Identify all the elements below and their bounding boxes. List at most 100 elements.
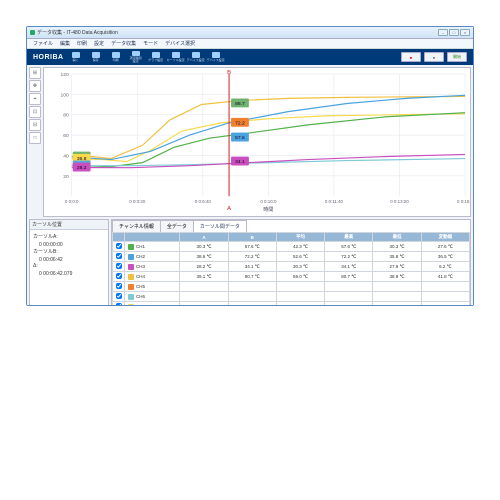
column-header: 最低 (373, 233, 421, 242)
svg-text:0 0:6:40: 0 0:6:40 (195, 199, 212, 204)
data-cell (373, 292, 421, 302)
data-cell: 42.3 ℃ (276, 242, 324, 252)
row-checkbox[interactable] (116, 253, 122, 259)
data-cell (325, 302, 373, 306)
svg-text:時間: 時間 (263, 207, 273, 213)
table-row: CH5 (113, 282, 470, 292)
data-cell: 34.1 ℃ (325, 262, 373, 272)
svg-text:34.1: 34.1 (235, 159, 245, 165)
svg-text:B: B (227, 70, 231, 76)
row-checkbox[interactable] (116, 303, 122, 305)
data-cell: 39.1 ℃ (180, 272, 228, 282)
toolbar-button[interactable]: 測定時間設定 (128, 51, 144, 63)
maximize-button[interactable]: □ (449, 29, 459, 36)
side-tool[interactable]: □ (29, 132, 41, 144)
data-cell (325, 292, 373, 302)
start-button[interactable]: 開始 (447, 52, 467, 62)
svg-text:120: 120 (61, 72, 70, 78)
table-tabs: チャンネル情報全データカーソル間データ (112, 220, 470, 232)
menu-item[interactable]: デバイス選択 (165, 40, 195, 47)
row-checkbox[interactable] (116, 293, 122, 299)
toolbar-button[interactable]: 印刷 (108, 51, 124, 63)
data-cell: 72.2 ℃ (325, 252, 373, 262)
menu-item[interactable]: データ収集 (111, 40, 136, 47)
data-cell (421, 292, 469, 302)
column-header: 最高 (325, 233, 373, 242)
data-cell (228, 282, 276, 292)
data-cell: 38.9 ℃ (373, 272, 421, 282)
channel-cell: CH4 (125, 272, 180, 282)
svg-text:80: 80 (63, 113, 69, 119)
menu-item[interactable]: ファイル (33, 40, 53, 47)
row-checkbox[interactable] (116, 273, 122, 279)
minimize-button[interactable]: – (438, 29, 448, 36)
row-checkbox[interactable] (116, 283, 122, 289)
toolbar: HORIBA 開く保存印刷測定時間設定グラフ設定カーソル設定デバイス設定デバイス… (27, 49, 473, 65)
toolbar-button[interactable]: デバイス設定 (188, 51, 204, 63)
table-row: CH439.1 ℃80.7 ℃59.0 ℃80.7 ℃38.9 ℃41.8 ℃ (113, 272, 470, 282)
data-cell: 41.8 ℃ (421, 272, 469, 282)
toolbar-button[interactable]: 保存 (88, 51, 104, 63)
menu-item[interactable]: 設定 (94, 40, 104, 47)
cursor-row: Δ: (33, 263, 105, 269)
data-table: AB平均最高最低変動幅CH130.3 ℃57.6 ℃42.3 ℃57.6 ℃30… (112, 232, 470, 305)
channel-cell: CH1 (125, 242, 180, 252)
svg-text:28.2: 28.2 (77, 165, 87, 171)
side-tool[interactable]: ⊟ (29, 119, 41, 131)
data-cell (228, 302, 276, 306)
cursor-row: カーソルB: (33, 248, 105, 255)
menu-item[interactable]: 編集 (60, 40, 70, 47)
tab[interactable]: 全データ (160, 220, 194, 232)
column-header (125, 233, 180, 242)
data-cell: 30.3 ℃ (373, 242, 421, 252)
svg-text:0 0:13:20: 0 0:13:20 (390, 199, 409, 204)
side-tool[interactable]: ✥ (29, 80, 41, 92)
channel-cell: CH7 (125, 302, 180, 306)
table-row: CH238.6 ℃72.2 ℃52.6 ℃72.2 ℃35.8 ℃36.5 ℃ (113, 252, 470, 262)
graph-panel[interactable]: 204060801001200 0:0:00 0:3:200 0:6:400 0… (43, 67, 471, 217)
column-header: 変動幅 (421, 233, 469, 242)
svg-text:88.7: 88.7 (235, 101, 245, 107)
cursor-value: 0 00:06:42.079 (33, 271, 105, 277)
table-row: CH328.2 ℃34.1 ℃30.3 ℃34.1 ℃27.9 ℃6.2 ℃ (113, 262, 470, 272)
toolbar-button[interactable]: カーソル設定 (168, 51, 184, 63)
data-cell (180, 302, 228, 306)
menu-item[interactable]: 印刷 (77, 40, 87, 47)
column-header: 平均 (276, 233, 324, 242)
toolbar-button[interactable]: 開く (68, 51, 84, 63)
data-cell: 59.0 ℃ (276, 272, 324, 282)
record-button[interactable]: ● (424, 52, 444, 62)
channel-cell: CH6 (125, 292, 180, 302)
svg-text:100: 100 (61, 92, 70, 98)
data-cell (180, 292, 228, 302)
data-cell: 36.5 ℃ (421, 252, 469, 262)
svg-text:0 0:11:40: 0 0:11:40 (325, 199, 344, 204)
cursor-row: カーソルA: (33, 233, 105, 240)
side-tool[interactable]: ⌖ (29, 93, 41, 105)
stop-button[interactable]: ■ (401, 52, 421, 62)
toolbar-button[interactable]: グラフ設定 (148, 51, 164, 63)
menu-item[interactable]: モード (143, 40, 158, 47)
side-tool[interactable]: ⊞ (29, 67, 41, 79)
data-cell: 57.6 ℃ (325, 242, 373, 252)
column-header (113, 233, 125, 242)
row-checkbox[interactable] (116, 243, 122, 249)
data-cell (276, 282, 324, 292)
tab[interactable]: カーソル間データ (193, 220, 247, 232)
data-cell: 57.6 ℃ (228, 242, 276, 252)
svg-text:20: 20 (63, 174, 69, 180)
tab[interactable]: チャンネル情報 (112, 220, 161, 232)
svg-text:0 0:0:0: 0 0:0:0 (65, 199, 79, 204)
data-cell (276, 292, 324, 302)
close-button[interactable]: × (460, 29, 470, 36)
data-cell (276, 302, 324, 306)
column-header: A (180, 233, 228, 242)
svg-text:A: A (227, 206, 231, 212)
side-tool[interactable]: ⊡ (29, 106, 41, 118)
row-checkbox[interactable] (116, 263, 122, 269)
data-cell (421, 282, 469, 292)
data-cell (228, 292, 276, 302)
toolbar-button[interactable]: デバイス設定 (208, 51, 224, 63)
data-cell: 27.9 ℃ (373, 262, 421, 272)
cursor-position-panel: カーソル位置 カーソルA:0 00:00:00カーソルB:0 00:06:42Δ… (29, 219, 109, 305)
